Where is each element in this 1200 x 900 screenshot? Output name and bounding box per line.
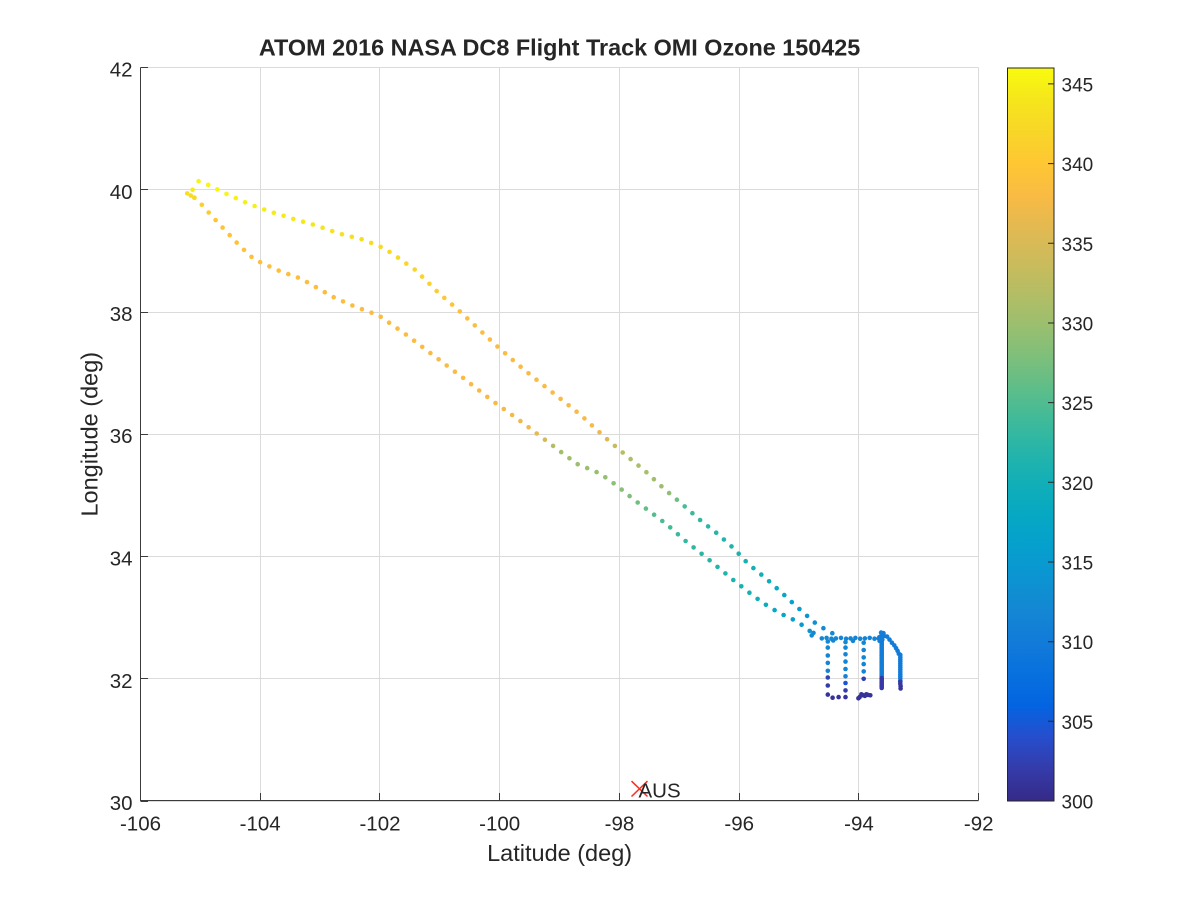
svg-text:-106: -106 [120,813,161,836]
svg-text:320: 320 [1062,474,1094,495]
svg-text:345: 345 [1062,75,1094,96]
svg-text:-94: -94 [844,813,874,836]
svg-text:315: 315 [1062,554,1094,575]
svg-text:340: 340 [1062,155,1094,176]
svg-text:AUS: AUS [639,780,681,803]
svg-text:32: 32 [110,670,133,693]
svg-text:-104: -104 [240,813,281,836]
svg-text:36: 36 [110,425,133,448]
svg-text:-98: -98 [605,813,635,836]
svg-text:-100: -100 [479,813,520,836]
svg-text:-102: -102 [359,813,400,836]
svg-text:40: 40 [110,181,133,204]
svg-text:42: 42 [110,59,133,82]
svg-text:335: 335 [1062,235,1094,256]
svg-text:38: 38 [110,303,133,326]
svg-text:305: 305 [1062,713,1094,734]
svg-text:325: 325 [1062,394,1094,415]
svg-text:ATOM 2016 NASA DC8 Flight Trac: ATOM 2016 NASA DC8 Flight Track OMI Ozon… [259,35,860,61]
svg-text:Latitude (deg): Latitude (deg) [487,840,632,866]
svg-text:-92: -92 [964,813,994,836]
svg-text:34: 34 [110,548,133,571]
svg-text:330: 330 [1062,315,1094,336]
svg-text:310: 310 [1062,633,1094,654]
svg-text:Longitude (deg): Longitude (deg) [77,352,103,517]
svg-text:30: 30 [110,792,133,815]
svg-text:300: 300 [1062,793,1094,814]
svg-text:-96: -96 [724,813,754,836]
